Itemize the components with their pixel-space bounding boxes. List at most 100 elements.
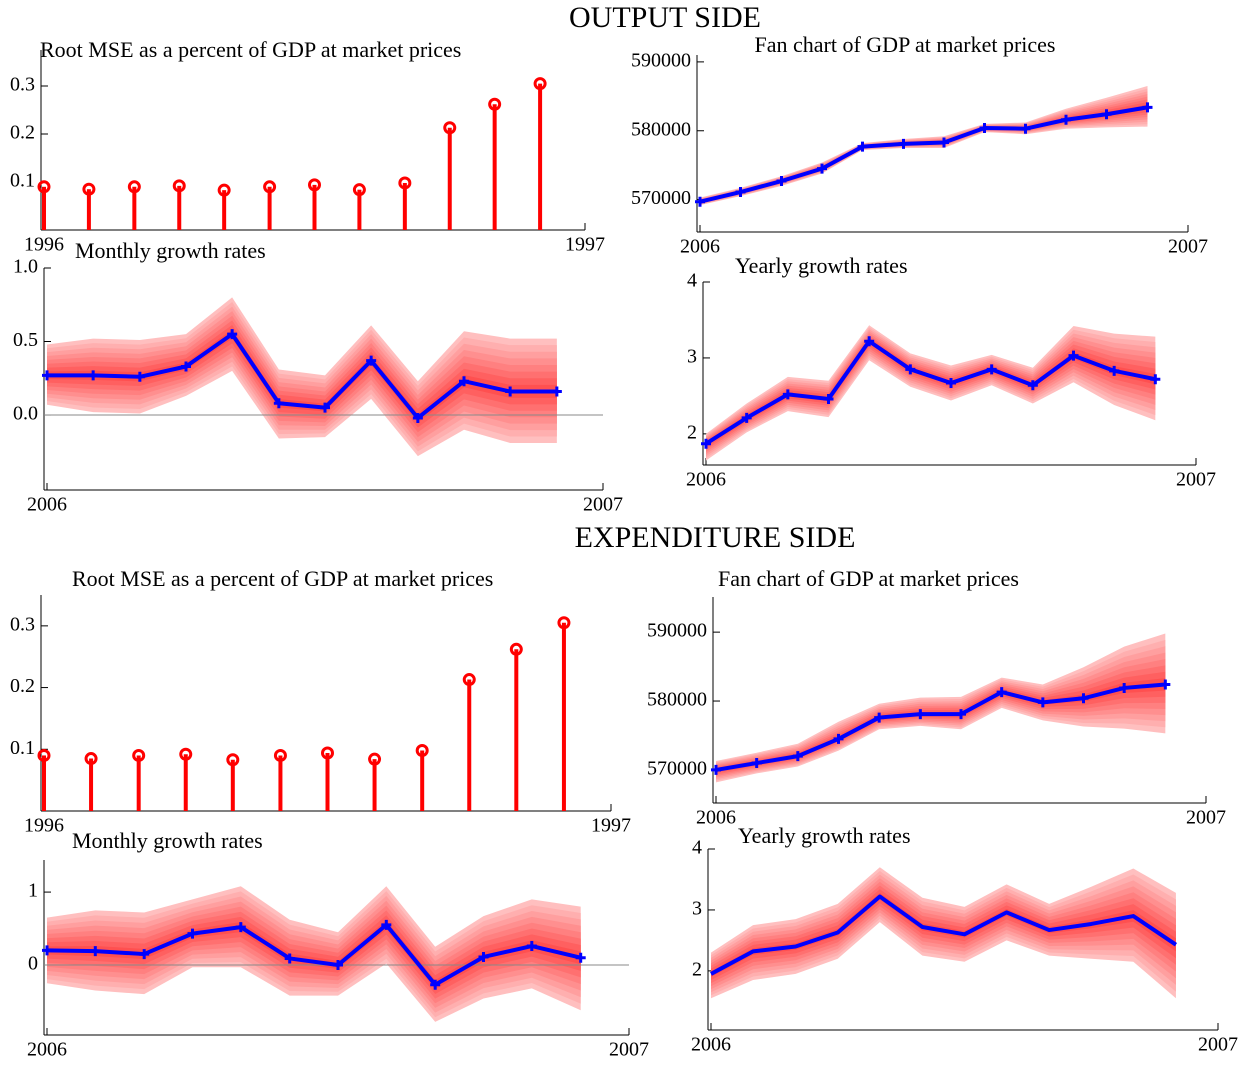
stem-head: [82, 182, 96, 196]
fan-band: [700, 96, 1148, 204]
point-marker: [134, 371, 145, 382]
fan-band: [700, 93, 1148, 204]
point-marker: [478, 951, 489, 962]
point-marker: [430, 979, 441, 990]
point-marker: [857, 141, 868, 152]
point-marker: [412, 412, 423, 423]
center-line: [710, 894, 1178, 976]
y-tick-label: 590000: [647, 620, 707, 642]
point-marker: [956, 709, 966, 720]
y-tick-label: 0.1: [10, 737, 35, 759]
stem-head: [557, 616, 571, 630]
point-marker: [333, 960, 343, 970]
x-tick-label: 2007: [583, 494, 623, 516]
point-marker: [284, 953, 295, 964]
y-tick-label: 0.0: [13, 403, 38, 425]
center-line: [699, 105, 1148, 204]
point-marker: [320, 402, 330, 413]
point-marker: [996, 687, 1007, 698]
y-tick-label: 580000: [647, 689, 707, 711]
point-marker: [90, 946, 101, 957]
stem-head: [352, 183, 366, 197]
point-marker: [139, 949, 150, 960]
y-tick-label: 0.3: [10, 74, 35, 96]
y-tick-label: 1.0: [13, 256, 38, 278]
y-tick-label: 4: [687, 270, 697, 292]
stem-head: [321, 746, 334, 760]
point-marker: [817, 163, 827, 174]
point-marker: [915, 709, 926, 720]
point-marker: [979, 123, 990, 134]
point-marker: [1119, 682, 1130, 693]
point-marker: [551, 386, 562, 397]
x-tick-label: 2007: [1168, 236, 1208, 258]
point-marker: [751, 758, 762, 769]
point-marker: [1037, 697, 1048, 708]
y-tick-label: 0.3: [10, 613, 35, 635]
x-tick-label: 1997: [591, 815, 631, 837]
x-tick-label: 2006: [691, 1034, 731, 1056]
x-tick-label: 2007: [1198, 1034, 1238, 1056]
stem-head: [179, 747, 193, 761]
y-tick-label: 570000: [631, 187, 691, 209]
point-marker: [1078, 693, 1089, 704]
y-tick-label: 2: [687, 421, 697, 443]
x-tick-label: 2006: [27, 1039, 67, 1061]
fan-band: [706, 337, 1156, 448]
chart-title: Monthly growth rates: [75, 238, 266, 263]
y-tick-label: 2: [692, 958, 702, 980]
point-marker: [42, 370, 52, 381]
fan-band: [711, 889, 1176, 981]
chart-title: Fan chart of GDP at market prices: [755, 32, 1056, 57]
chart-title: Yearly growth rates: [735, 253, 908, 278]
point-marker: [833, 733, 844, 744]
y-tick-label: 0.5: [13, 329, 38, 351]
stem-head: [217, 183, 231, 197]
point-marker: [776, 176, 787, 187]
stem-head: [263, 180, 277, 194]
point-marker: [1068, 350, 1079, 361]
fan-band: [716, 671, 1166, 774]
x-tick-label: 2006: [680, 236, 720, 258]
stem-head: [533, 77, 547, 91]
fan-band: [47, 324, 557, 428]
y-tick-label: 570000: [647, 758, 707, 780]
stem-head: [127, 180, 141, 194]
point-marker: [792, 751, 803, 762]
point-marker: [898, 138, 909, 149]
chart-title: Fan chart of GDP at market prices: [718, 566, 1019, 591]
point-marker: [823, 393, 834, 404]
stem-head: [398, 176, 412, 190]
y-tick-label: 590000: [631, 49, 691, 71]
point-marker: [701, 438, 711, 449]
point-marker: [946, 377, 956, 388]
point-marker: [459, 376, 469, 387]
point-marker: [381, 919, 392, 930]
point-marker: [939, 137, 949, 148]
point-marker: [874, 712, 885, 723]
center-line: [704, 339, 1156, 446]
point-marker: [42, 945, 52, 956]
point-marker: [695, 196, 705, 207]
stem-head: [226, 753, 240, 767]
point-marker: [1020, 123, 1031, 134]
fan-band: [706, 325, 1156, 461]
y-tick-label: 4: [692, 837, 702, 859]
stem-head: [415, 744, 429, 758]
stem-head: [84, 752, 98, 766]
y-tick-label: 3: [692, 898, 702, 920]
y-tick-label: 0.1: [10, 170, 35, 192]
point-marker: [735, 187, 746, 198]
stem-head: [509, 642, 523, 656]
x-tick-label: 2006: [27, 494, 67, 516]
stem-head: [368, 752, 382, 766]
y-tick-label: 1: [28, 880, 38, 902]
stem-head: [37, 748, 51, 762]
point-marker: [88, 370, 99, 381]
chart-title: Root MSE as a percent of GDP at market p…: [72, 566, 493, 591]
section-heading: EXPENDITURE SIDE: [575, 521, 856, 554]
chart-title: Yearly growth rates: [738, 823, 911, 848]
point-marker: [1142, 102, 1153, 113]
stem-head: [488, 97, 502, 111]
